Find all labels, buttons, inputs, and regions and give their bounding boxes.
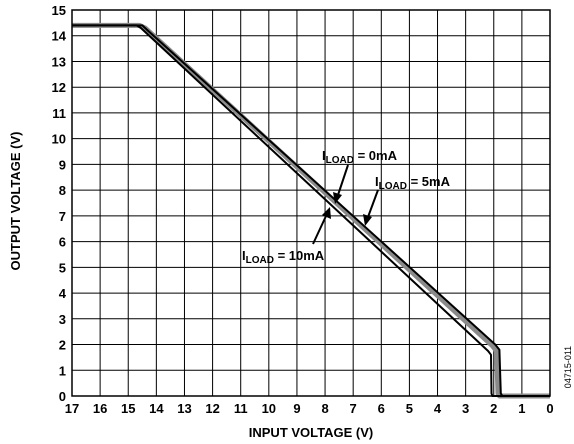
y-tick-label: 6 xyxy=(59,235,66,250)
x-tick-label: 15 xyxy=(121,401,135,416)
y-tick-label: 8 xyxy=(59,183,66,198)
y-tick-label: 5 xyxy=(59,260,66,275)
y-tick-label: 1 xyxy=(59,363,66,378)
y-tick-label: 0 xyxy=(59,389,66,404)
annotation-iload-0ma: ILOAD = 0mA xyxy=(322,148,398,166)
series-line-1 xyxy=(72,24,550,397)
arrow-10ma xyxy=(312,215,327,245)
y-tick-label: 2 xyxy=(59,338,66,353)
y-axis-title: OUTPUT VOLTAGE (V) xyxy=(8,132,23,271)
arrowhead-10ma xyxy=(322,207,331,219)
y-tick-label: 9 xyxy=(59,157,66,172)
y-tick-label: 15 xyxy=(52,3,66,18)
x-tick-label: 1 xyxy=(518,401,525,416)
arrow-5ma xyxy=(367,189,379,218)
x-tick-label: 11 xyxy=(234,401,248,416)
y-tick-label: 3 xyxy=(59,312,66,327)
x-tick-label: 6 xyxy=(378,401,385,416)
annotation-arrows xyxy=(312,164,379,245)
y-tick-label: 7 xyxy=(59,209,66,224)
series-line-2 xyxy=(72,24,550,397)
plot-frame xyxy=(71,9,551,397)
arrow-0ma xyxy=(337,164,349,196)
y-tick-label: 10 xyxy=(52,132,66,147)
arrowhead-0ma xyxy=(333,192,342,204)
y-tick-label: 12 xyxy=(52,80,66,95)
x-tick-label: 16 xyxy=(93,401,107,416)
x-tick-label: 10 xyxy=(262,401,276,416)
x-tick-labels: 17 16 15 14 13 12 11 10 9 8 7 6 5 4 3 2 1 0 xyxy=(65,401,554,416)
figure-id: 04715-011 xyxy=(563,346,573,388)
x-tick-label: 2 xyxy=(490,401,497,416)
x-tick-label: 5 xyxy=(406,401,413,416)
x-tick-label: 4 xyxy=(434,401,442,416)
series-lines xyxy=(72,22,550,399)
x-axis-title: INPUT VOLTAGE (V) xyxy=(249,425,373,440)
x-tick-label: 9 xyxy=(293,401,300,416)
y-tick-label: 13 xyxy=(52,54,66,69)
x-tick-label: 3 xyxy=(462,401,469,416)
x-tick-label: 8 xyxy=(321,401,328,416)
grid xyxy=(71,9,551,397)
y-tick-label: 14 xyxy=(52,29,67,44)
y-tick-label: 11 xyxy=(52,106,66,121)
arrowhead-5ma xyxy=(363,214,372,226)
series-line-0 xyxy=(72,22,550,399)
annotation-iload-5ma: ILOAD = 5mA xyxy=(375,174,451,192)
x-tick-label: 12 xyxy=(205,401,219,416)
annotation-iload-10ma: ILOAD = 10mA xyxy=(242,248,325,266)
x-tick-label: 7 xyxy=(350,401,357,416)
x-tick-label: 0 xyxy=(546,401,553,416)
x-tick-label: 13 xyxy=(177,401,191,416)
x-tick-label: 17 xyxy=(65,401,79,416)
y-tick-label: 4 xyxy=(59,286,67,301)
x-tick-label: 14 xyxy=(149,401,164,416)
